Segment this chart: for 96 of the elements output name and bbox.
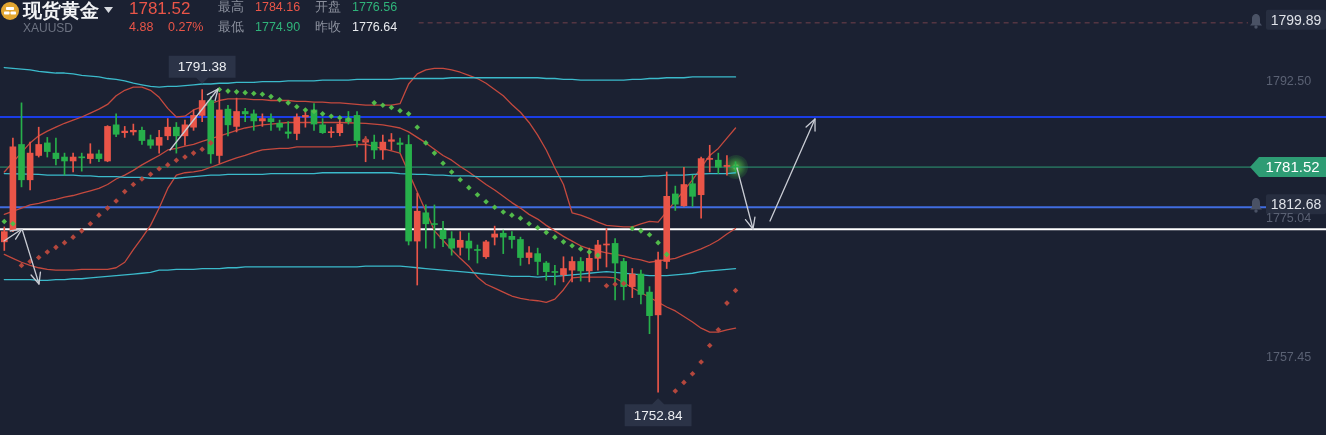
point xyxy=(147,171,154,178)
chart-title: 现货黄金 xyxy=(23,0,99,21)
point xyxy=(423,140,429,146)
candlestick xyxy=(663,171,671,269)
point xyxy=(629,225,636,232)
annotation: 0.27% xyxy=(168,20,204,34)
point xyxy=(405,111,412,117)
point xyxy=(371,100,378,106)
candlestick xyxy=(9,137,17,232)
point xyxy=(121,188,128,195)
candlestick xyxy=(78,152,86,172)
point xyxy=(491,204,498,211)
y-tick-label: 1792.50 xyxy=(1266,74,1312,89)
y-tick-label: 1757.45 xyxy=(1266,349,1312,364)
annotation: 4.88 xyxy=(129,20,154,34)
point xyxy=(431,150,438,156)
point xyxy=(552,234,558,240)
point xyxy=(276,96,283,103)
point xyxy=(173,157,180,163)
point xyxy=(543,229,550,236)
point xyxy=(397,107,403,114)
point xyxy=(638,228,644,234)
point xyxy=(526,220,532,227)
ref-line-label: 1799.89 xyxy=(1270,11,1322,28)
point xyxy=(311,108,317,115)
point xyxy=(319,111,326,117)
point xyxy=(10,220,16,227)
point xyxy=(53,244,59,251)
point xyxy=(681,379,687,386)
point xyxy=(1,218,8,225)
point xyxy=(595,252,601,258)
point xyxy=(44,249,51,255)
point xyxy=(689,370,696,377)
point xyxy=(328,113,335,120)
point xyxy=(156,166,162,172)
point xyxy=(233,89,240,95)
point xyxy=(577,246,584,252)
point xyxy=(190,150,197,156)
point xyxy=(534,224,541,231)
point xyxy=(586,249,593,255)
point xyxy=(268,93,274,100)
point xyxy=(457,177,464,183)
point xyxy=(35,254,42,261)
annotation: 昨收 xyxy=(315,20,341,34)
ref-line-label: 1781.52 xyxy=(1265,158,1320,176)
point xyxy=(517,215,524,222)
point xyxy=(655,239,661,246)
point xyxy=(164,162,171,168)
annotation: 1776.64 xyxy=(352,20,398,34)
point xyxy=(250,90,257,97)
annotation: 1776.56 xyxy=(352,0,398,14)
point xyxy=(302,107,309,113)
candlestick xyxy=(620,258,628,301)
point xyxy=(207,140,214,146)
point xyxy=(414,124,421,130)
point xyxy=(500,209,507,215)
point xyxy=(706,342,713,349)
point xyxy=(380,102,386,109)
text: XAUUSD xyxy=(23,21,74,35)
point xyxy=(474,191,481,198)
point xyxy=(466,184,472,191)
point xyxy=(242,89,248,96)
point xyxy=(569,242,575,249)
point xyxy=(483,199,489,205)
point xyxy=(337,114,343,121)
annotation: 最低 xyxy=(218,20,244,34)
annotation: 最高 xyxy=(218,0,244,14)
point xyxy=(509,212,515,218)
point xyxy=(87,220,94,227)
point xyxy=(78,228,85,234)
text: 1812.68 xyxy=(1270,196,1322,213)
annotation: 1774.90 xyxy=(255,20,301,34)
point xyxy=(663,251,670,258)
annotation: 1791.38 xyxy=(177,59,227,75)
point xyxy=(448,169,455,175)
point xyxy=(199,146,205,152)
point xyxy=(96,212,102,218)
point xyxy=(620,280,627,287)
point xyxy=(259,91,266,98)
point xyxy=(560,239,567,245)
annotation: 1781.52 xyxy=(129,0,191,18)
point xyxy=(440,160,446,167)
annotation: 1784.16 xyxy=(255,0,301,14)
point xyxy=(285,100,291,106)
point xyxy=(70,234,76,240)
point xyxy=(603,283,610,289)
point xyxy=(646,231,653,238)
candlestick xyxy=(706,144,714,173)
y-tick-label: 1775.04 xyxy=(1266,211,1312,226)
annotation: 开盘 xyxy=(315,0,341,14)
point xyxy=(294,103,300,110)
point xyxy=(715,326,722,333)
point xyxy=(612,281,618,288)
annotation: 1752.84 xyxy=(633,407,683,423)
point xyxy=(104,205,111,211)
point xyxy=(672,388,679,394)
